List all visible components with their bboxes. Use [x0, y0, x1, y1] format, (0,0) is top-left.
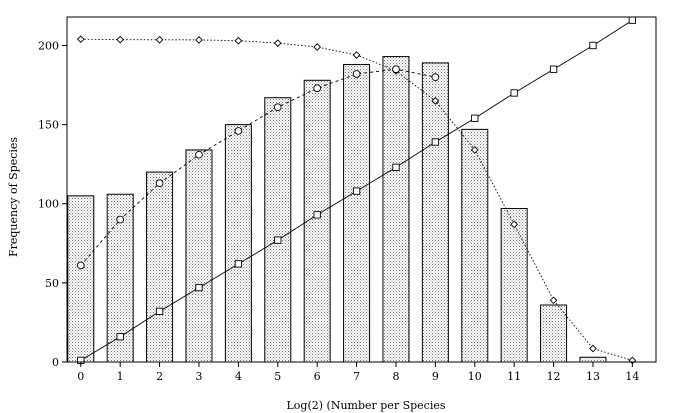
point-circle-5: [273, 103, 282, 112]
y-tick-label-50: 50: [45, 277, 59, 290]
point-circle-8: [392, 65, 400, 74]
x-tick-label-8: 8: [392, 370, 399, 383]
point-square-13: [589, 41, 597, 50]
point-square-11: [510, 89, 518, 97]
bar-8: [382, 56, 410, 363]
x-tick-label-3: 3: [195, 370, 202, 383]
x-axis-label: Log(2) (Number per Species: [286, 399, 445, 412]
point-circle-2: [155, 179, 164, 188]
bar-2: [146, 171, 174, 363]
bar-6: [303, 79, 331, 363]
point-diamond-7: [352, 51, 361, 59]
point-square-8: [392, 163, 400, 171]
point-diamond-11: [510, 220, 519, 229]
point-circle-0: [76, 261, 85, 270]
y-tick-label-100: 100: [38, 198, 59, 211]
point-square-10: [471, 114, 479, 122]
series-square: [77, 16, 637, 365]
point-square-6: [313, 211, 321, 219]
x-tick-label-4: 4: [235, 370, 242, 383]
x-tick-label-9: 9: [432, 370, 439, 383]
point-diamond-3: [195, 36, 203, 44]
x-tick-label-0: 0: [77, 370, 84, 383]
point-diamond-12: [549, 296, 558, 305]
x-tick-label-10: 10: [468, 370, 482, 383]
point-square-12: [549, 65, 558, 73]
line-circle: [80, 68, 436, 266]
point-square-5: [274, 236, 282, 244]
bar-7: [343, 63, 371, 363]
bar-3: [185, 149, 213, 363]
x-tick-label-2: 2: [156, 370, 163, 383]
y-tick-label-150: 150: [38, 119, 59, 132]
bar-5: [264, 97, 292, 363]
bar-9: [421, 62, 449, 363]
bars-layer: [67, 56, 607, 363]
point-diamond-6: [313, 43, 322, 51]
point-square-3: [195, 283, 203, 292]
bar-12: [540, 304, 568, 363]
point-diamond-0: [76, 35, 85, 43]
lines-layer: [76, 16, 637, 365]
x-tick-label-13: 13: [586, 370, 600, 383]
x-tick-label-12: 12: [547, 370, 561, 383]
bar-11: [500, 207, 528, 363]
y-tick-label-0: 0: [52, 356, 59, 369]
x-tick-label-7: 7: [353, 370, 360, 383]
series-diamond: [76, 35, 637, 365]
bar-4: [224, 124, 252, 363]
bar-0: [67, 195, 95, 363]
point-square-2: [155, 307, 164, 316]
x-tick-label-1: 1: [117, 370, 124, 383]
point-diamond-1: [116, 35, 125, 44]
point-square-14: [628, 16, 637, 24]
point-circle-4: [234, 127, 243, 135]
series-circle: [76, 65, 440, 270]
point-diamond-2: [155, 35, 164, 44]
point-square-9: [431, 138, 440, 146]
y-tick-label-200: 200: [38, 39, 59, 52]
point-circle-3: [195, 150, 203, 159]
bar-10: [461, 128, 489, 363]
x-tick-label-11: 11: [507, 370, 521, 383]
point-circle-6: [313, 84, 322, 93]
point-square-7: [352, 187, 361, 195]
x-tick-label-6: 6: [314, 370, 321, 383]
point-diamond-10: [470, 146, 479, 154]
x-tick-label-14: 14: [625, 370, 639, 383]
y-axis-label: Frequency of Species: [7, 137, 20, 257]
x-tick-label-5: 5: [274, 370, 281, 383]
plot-frame: [66, 16, 657, 363]
bar-13: [579, 356, 607, 363]
point-circle-1: [116, 215, 125, 224]
point-circle-9: [431, 73, 440, 81]
point-circle-7: [352, 70, 361, 78]
point-diamond-9: [431, 97, 440, 105]
point-square-4: [234, 260, 243, 268]
point-square-1: [116, 333, 124, 341]
point-diamond-13: [589, 344, 597, 353]
point-diamond-5: [273, 39, 282, 47]
point-diamond-4: [234, 36, 243, 45]
